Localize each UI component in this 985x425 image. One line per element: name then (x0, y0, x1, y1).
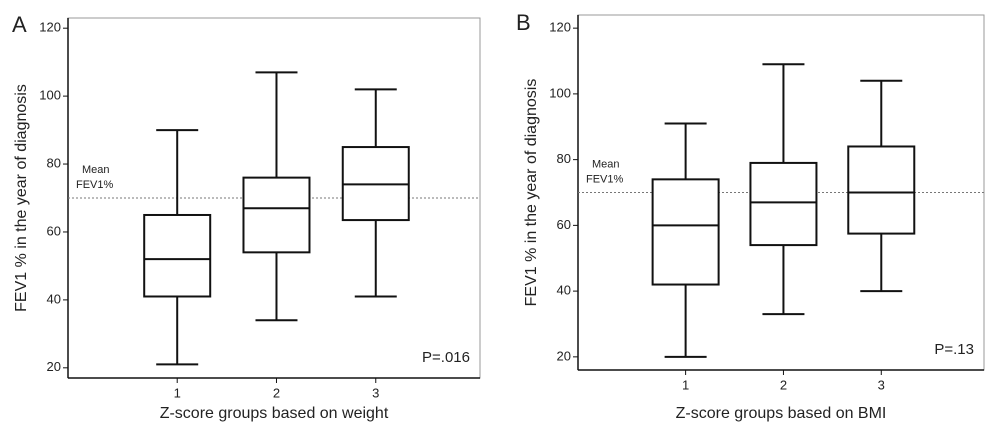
y-axis-title: FEV1 % in the year of diagnosis (523, 79, 540, 307)
box (651, 178, 720, 286)
box (242, 176, 311, 254)
y-tick-label: 100 (39, 88, 61, 103)
y-tick-label: 80 (47, 155, 61, 170)
y-tick-label: 120 (549, 20, 571, 35)
y-tick-label: 40 (47, 291, 61, 306)
x-tick-label: 3 (878, 377, 885, 392)
y-tick-label: 120 (39, 20, 61, 35)
y-tick-label: 20 (47, 359, 61, 374)
y-axis-title: FEV1 % in the year of diagnosis (13, 84, 30, 312)
panel-label: B (516, 10, 531, 35)
y-tick-label: 60 (557, 217, 571, 232)
x-tick-label: 2 (273, 385, 280, 400)
y-tick-label: 100 (549, 85, 571, 100)
annotation: P=.13 (934, 341, 974, 358)
x-tick-label: 2 (780, 377, 787, 392)
reference-label: Mean (592, 158, 620, 170)
annotation: P=.016 (422, 349, 470, 366)
reference-label: Mean (82, 164, 110, 176)
box (847, 145, 916, 235)
reference-label: FEV1% (76, 179, 114, 191)
box (143, 213, 212, 298)
y-tick-label: 20 (557, 348, 571, 363)
x-axis-title: Z-score groups based on weight (160, 405, 389, 422)
y-tick-label: 80 (557, 151, 571, 166)
x-tick-label: 3 (372, 385, 379, 400)
x-tick-label: 1 (682, 377, 689, 392)
reference-label: FEV1% (586, 173, 624, 185)
y-tick-label: 40 (557, 283, 571, 298)
x-axis-title: Z-score groups based on BMI (676, 405, 887, 422)
panel-label: A (12, 12, 27, 37)
box (749, 161, 818, 247)
y-tick-label: 60 (47, 223, 61, 238)
x-tick-label: 1 (174, 385, 181, 400)
